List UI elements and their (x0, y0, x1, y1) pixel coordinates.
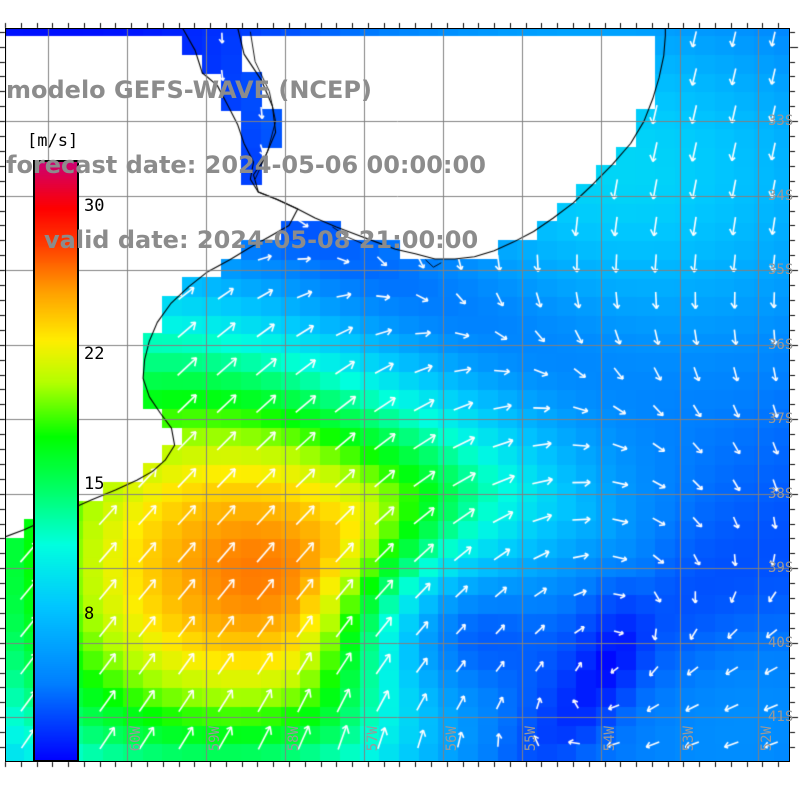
colorbar-tick-8: 8 (84, 603, 95, 624)
longitude-label-57W: 57W (364, 726, 381, 752)
latitude-label-36S: 36S (768, 336, 794, 353)
longitude-label-60W: 60W (128, 726, 145, 752)
latitude-label-34S: 34S (768, 187, 794, 204)
latitude-label-39S: 39S (768, 560, 794, 577)
latitude-label-38S: 38S (768, 485, 794, 502)
longitude-label-52W: 52W (759, 726, 776, 752)
latitude-label-40S: 40S (768, 634, 794, 651)
longitude-label-56W: 56W (443, 726, 460, 752)
latitude-label-41S: 41S (768, 709, 794, 726)
latitude-label-33S: 33S (768, 113, 794, 130)
map-title-block: modelo GEFS-WAVE (NCEP) forecast date: 2… (0, 28, 520, 303)
valid-date-label: valid date: 2024-05-08 21:00:00 (44, 226, 479, 254)
longitude-label-58W: 58W (286, 726, 303, 752)
longitude-label-55W: 55W (522, 726, 539, 752)
latitude-label-37S: 37S (768, 411, 794, 428)
model-name-label: modelo GEFS-WAVE (NCEP) (6, 76, 372, 104)
latitude-label-35S: 35S (768, 262, 794, 279)
colorbar-tick-22: 22 (84, 344, 105, 365)
longitude-label-53W: 53W (680, 726, 697, 752)
longitude-label-54W: 54W (601, 726, 618, 752)
colorbar-tick-15: 15 (84, 474, 105, 495)
forecast-date-label: forecast date: 2024-05-06 00:00:00 (6, 151, 486, 179)
longitude-label-59W: 59W (207, 726, 224, 752)
